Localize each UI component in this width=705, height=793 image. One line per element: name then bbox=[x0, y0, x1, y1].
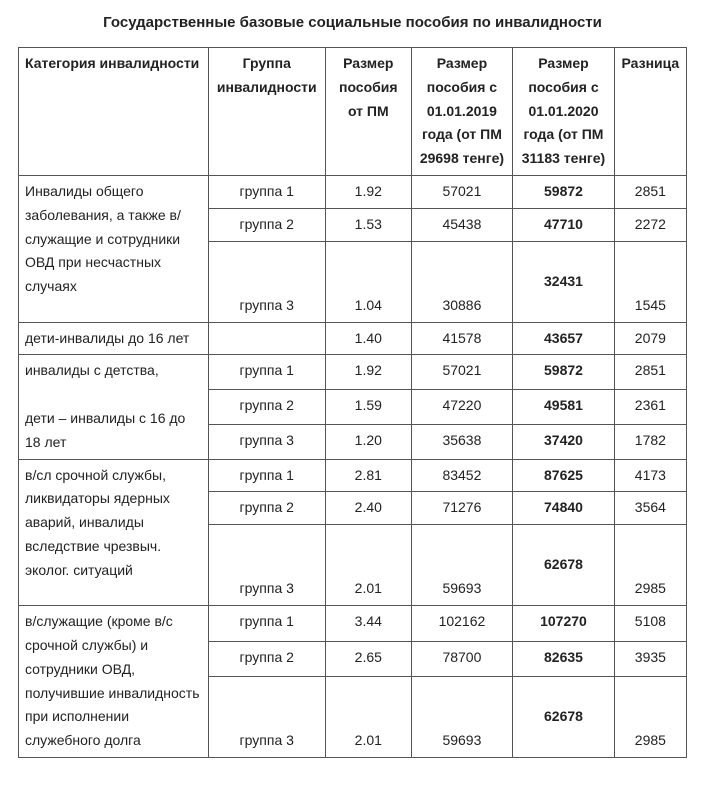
cell-group: группа 3 bbox=[208, 424, 325, 459]
cell-group: группа 3 bbox=[208, 525, 325, 606]
cell-group: группа 2 bbox=[208, 641, 325, 676]
cell-category: в/служащие (кроме в/с срочной службы) и … bbox=[19, 606, 209, 758]
cell-category: Инвалиды общего заболевания, а также в/с… bbox=[19, 175, 209, 322]
cell-2019: 57021 bbox=[411, 355, 513, 390]
cell-2020: 82635 bbox=[513, 641, 615, 676]
cell-group: группа 3 bbox=[208, 241, 325, 322]
cell-group: группа 1 bbox=[208, 606, 325, 641]
cell-2019: 71276 bbox=[411, 492, 513, 525]
cell-2020: 74840 bbox=[513, 492, 615, 525]
cell-group: группа 2 bbox=[208, 492, 325, 525]
cell-coef: 2.01 bbox=[325, 676, 411, 757]
cell-2019: 83452 bbox=[411, 459, 513, 492]
cell-coef: 1.53 bbox=[325, 208, 411, 241]
cell-coef: 1.20 bbox=[325, 424, 411, 459]
cell-coef: 1.92 bbox=[325, 355, 411, 390]
cell-2020: 87625 bbox=[513, 459, 615, 492]
cell-diff: 3935 bbox=[614, 641, 686, 676]
cell-category: в/сл срочной службы, ликвидаторы ядерных… bbox=[19, 459, 209, 606]
table-row: в/сл срочной службы, ликвидаторы ядерных… bbox=[19, 459, 687, 492]
th-coef: Размер пособия от ПМ bbox=[325, 48, 411, 176]
cell-coef: 2.01 bbox=[325, 525, 411, 606]
th-diff: Разница bbox=[614, 48, 686, 176]
cell-coef: 3.44 bbox=[325, 606, 411, 641]
th-group: Группа инвалидности bbox=[208, 48, 325, 176]
cell-group: группа 1 bbox=[208, 459, 325, 492]
table-row: в/служащие (кроме в/с срочной службы) и … bbox=[19, 606, 687, 641]
cell-2019: 57021 bbox=[411, 175, 513, 208]
cell-2019: 47220 bbox=[411, 390, 513, 425]
cell-coef: 1.40 bbox=[325, 322, 411, 355]
cell-diff: 2985 bbox=[614, 525, 686, 606]
cell-coef: 1.59 bbox=[325, 390, 411, 425]
cell-diff: 2985 bbox=[614, 676, 686, 757]
cell-diff: 1545 bbox=[614, 241, 686, 322]
table-body: Инвалиды общего заболевания, а также в/с… bbox=[19, 175, 687, 757]
cell-group: группа 2 bbox=[208, 208, 325, 241]
cell-2019: 59693 bbox=[411, 525, 513, 606]
cell-group: группа 1 bbox=[208, 175, 325, 208]
cell-2019: 30886 bbox=[411, 241, 513, 322]
cell-2020: 62678 bbox=[513, 525, 615, 606]
cell-2020: 43657 bbox=[513, 322, 615, 355]
cell-2019: 59693 bbox=[411, 676, 513, 757]
cell-diff: 2361 bbox=[614, 390, 686, 425]
cell-2019: 78700 bbox=[411, 641, 513, 676]
cell-category: дети-инвалиды до 16 лет bbox=[19, 322, 209, 355]
table-row: дети-инвалиды до 16 лет 1.404157843657207… bbox=[19, 322, 687, 355]
cell-2020: 107270 bbox=[513, 606, 615, 641]
benefits-table: Категория инвалидности Группа инвалиднос… bbox=[18, 47, 687, 758]
cell-2019: 41578 bbox=[411, 322, 513, 355]
cell-coef: 2.65 bbox=[325, 641, 411, 676]
table-row: инвалиды с детства, дети – инвалиды с 16… bbox=[19, 355, 687, 390]
cell-2019: 45438 bbox=[411, 208, 513, 241]
th-2019: Размер пособия с 01.01.2019 года (от ПМ … bbox=[411, 48, 513, 176]
cell-2020: 32431 bbox=[513, 241, 615, 322]
cell-coef: 1.04 bbox=[325, 241, 411, 322]
cell-group bbox=[208, 322, 325, 355]
th-category: Категория инвалидности bbox=[19, 48, 209, 176]
cell-diff: 4173 bbox=[614, 459, 686, 492]
cell-group: группа 1 bbox=[208, 355, 325, 390]
th-2020: Размер пособия с 01.01.2020 года (от ПМ … bbox=[513, 48, 615, 176]
page-title: Государственные базовые социальные пособ… bbox=[18, 14, 687, 31]
cell-coef: 2.81 bbox=[325, 459, 411, 492]
cell-2020: 37420 bbox=[513, 424, 615, 459]
cell-diff: 1782 bbox=[614, 424, 686, 459]
cell-category: инвалиды с детства, дети – инвалиды с 16… bbox=[19, 355, 209, 459]
cell-group: группа 2 bbox=[208, 390, 325, 425]
cell-coef: 1.92 bbox=[325, 175, 411, 208]
cell-2019: 102162 bbox=[411, 606, 513, 641]
table-header-row: Категория инвалидности Группа инвалиднос… bbox=[19, 48, 687, 176]
cell-2020: 49581 bbox=[513, 390, 615, 425]
cell-2020: 59872 bbox=[513, 355, 615, 390]
cell-diff: 2851 bbox=[614, 175, 686, 208]
cell-diff: 3564 bbox=[614, 492, 686, 525]
cell-coef: 2.40 bbox=[325, 492, 411, 525]
cell-2020: 59872 bbox=[513, 175, 615, 208]
table-row: Инвалиды общего заболевания, а также в/с… bbox=[19, 175, 687, 208]
cell-diff: 2272 bbox=[614, 208, 686, 241]
cell-diff: 2851 bbox=[614, 355, 686, 390]
cell-group: группа 3 bbox=[208, 676, 325, 757]
cell-2020: 62678 bbox=[513, 676, 615, 757]
cell-diff: 5108 bbox=[614, 606, 686, 641]
cell-2020: 47710 bbox=[513, 208, 615, 241]
cell-diff: 2079 bbox=[614, 322, 686, 355]
cell-2019: 35638 bbox=[411, 424, 513, 459]
